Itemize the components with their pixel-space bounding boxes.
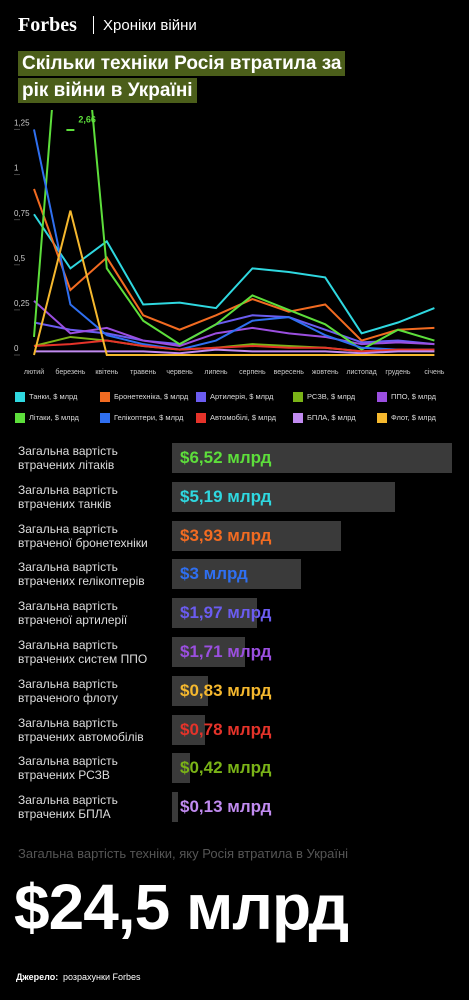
y-tick-label: 0,25: [14, 299, 30, 308]
category-label: Загальна вартість втраченого флоту: [18, 676, 118, 705]
legend-label: Бронетехніка, $ млрд: [114, 392, 189, 401]
y-tick-label: 0,75: [14, 209, 30, 218]
legend-label: Флот, $ млрд: [391, 413, 436, 422]
x-tick-label: вересень: [274, 369, 305, 376]
legend-swatch: [377, 413, 387, 423]
category-label: Загальна вартість втраченої артилерії: [18, 599, 128, 628]
legend-swatch: [377, 392, 387, 402]
total-caption: Загальна вартість техніки, яку Росія втр…: [18, 846, 349, 861]
bar: [172, 598, 257, 629]
x-tick-label: січень: [424, 368, 444, 376]
legend-label: Літаки, $ млрд: [29, 413, 80, 422]
legend-swatch: [196, 392, 206, 402]
legend-swatch: [293, 392, 303, 402]
category-label: Загальна вартість втрачених танків: [18, 482, 118, 511]
series-line: [33, 188, 435, 342]
value-label: $1,71 млрд: [180, 642, 272, 661]
legend-swatch: [196, 413, 206, 423]
legend-swatch: [15, 392, 25, 402]
title: Скільки техніки Росія втратила за рік ві…: [18, 50, 348, 104]
legend-swatch: [15, 413, 25, 423]
bar: [172, 675, 208, 706]
x-tick-label: березень: [55, 368, 85, 376]
series-line: [34, 348, 435, 355]
x-tick-label: червень: [166, 369, 193, 376]
x-tick-label: липень: [204, 369, 228, 376]
legend-label: Гелікоптери, $ млрд: [114, 413, 184, 422]
section: Хроніки війни: [103, 17, 197, 34]
legend-label: ППО, $ млрд: [391, 392, 437, 401]
y-tick-label: 0,5: [14, 254, 26, 263]
legend-label: Автомобілі, $ млрд: [210, 413, 277, 422]
x-tick-label: лютий: [24, 368, 44, 376]
legend-label: Артилерія, $ млрд: [210, 392, 274, 401]
legend-swatch: [100, 392, 110, 402]
series-line: [33, 213, 435, 335]
category-label: Загальна вартість втрачених автомобілів: [18, 715, 144, 744]
bar: [172, 714, 206, 745]
legend-label: БПЛА, $ млрд: [307, 413, 356, 422]
category-label: Загальна вартість втрачених РСЗВ: [18, 754, 118, 783]
legend-label: Танки, $ млрд: [29, 392, 78, 401]
category-label: Загальна вартість втрачених гелікоптерів: [18, 560, 145, 589]
x-tick-label: грудень: [385, 369, 410, 376]
divider: [93, 16, 94, 34]
x-tick-label: серпень: [239, 369, 266, 376]
value-label: $6,52 млрд: [180, 448, 272, 467]
total: $24,5 млрд: [14, 871, 349, 943]
y-tick-label: 0: [14, 344, 19, 353]
bar: [172, 637, 246, 667]
source-label: Джерело:: [16, 972, 59, 982]
value-label: $3,93 млрд: [180, 525, 272, 545]
y-tick-label: 1,25: [14, 119, 30, 128]
bar: [172, 443, 452, 473]
annotation: 2,66: [78, 114, 96, 124]
value-label: $3 млрд: [180, 564, 248, 584]
bar: [172, 520, 341, 551]
x-tick-label: квітень: [95, 368, 118, 376]
y-tick-label: 1: [14, 164, 19, 173]
brand: Forbes: [18, 14, 77, 36]
category-label: Загальна вартість втраченої бронетехніки: [18, 521, 148, 550]
series-line: [33, 210, 435, 356]
value-label: $0,13 млрд: [180, 797, 272, 817]
series-line: [33, 129, 435, 351]
bar: [172, 792, 178, 823]
value-label: $0,78 млрд: [180, 719, 272, 739]
bar: [172, 753, 191, 784]
bar: [172, 559, 301, 590]
source: розрахунки Forbes: [63, 972, 141, 982]
value-label: $1,97 млрд: [180, 603, 272, 623]
value-label: $0,83 млрд: [180, 680, 272, 700]
legend-swatch: [293, 413, 303, 423]
x-tick-label: листопад: [346, 369, 376, 376]
series-line: [33, 110, 435, 351]
category-label: Загальна вартість втрачених БПЛА: [18, 793, 118, 822]
series-line: [33, 339, 435, 353]
line-chart: 0 0,25 0,5 0,75 1 1,25 лютий березень квітень тра…: [14, 110, 445, 423]
category-label: Загальна вартість втрачених літаків: [18, 444, 118, 472]
value-label: $5,19 млрд: [180, 486, 272, 506]
x-tick-label: травень: [130, 369, 156, 376]
value-label: $0,42 млрд: [180, 758, 272, 778]
x-tick-label: жовтень: [312, 369, 339, 376]
category-label: Загальна вартість втрачених систем ППО: [18, 638, 148, 666]
legend-swatch: [100, 413, 110, 423]
bar: [172, 481, 395, 512]
legend-label: РСЗВ, $ млрд: [307, 392, 356, 401]
